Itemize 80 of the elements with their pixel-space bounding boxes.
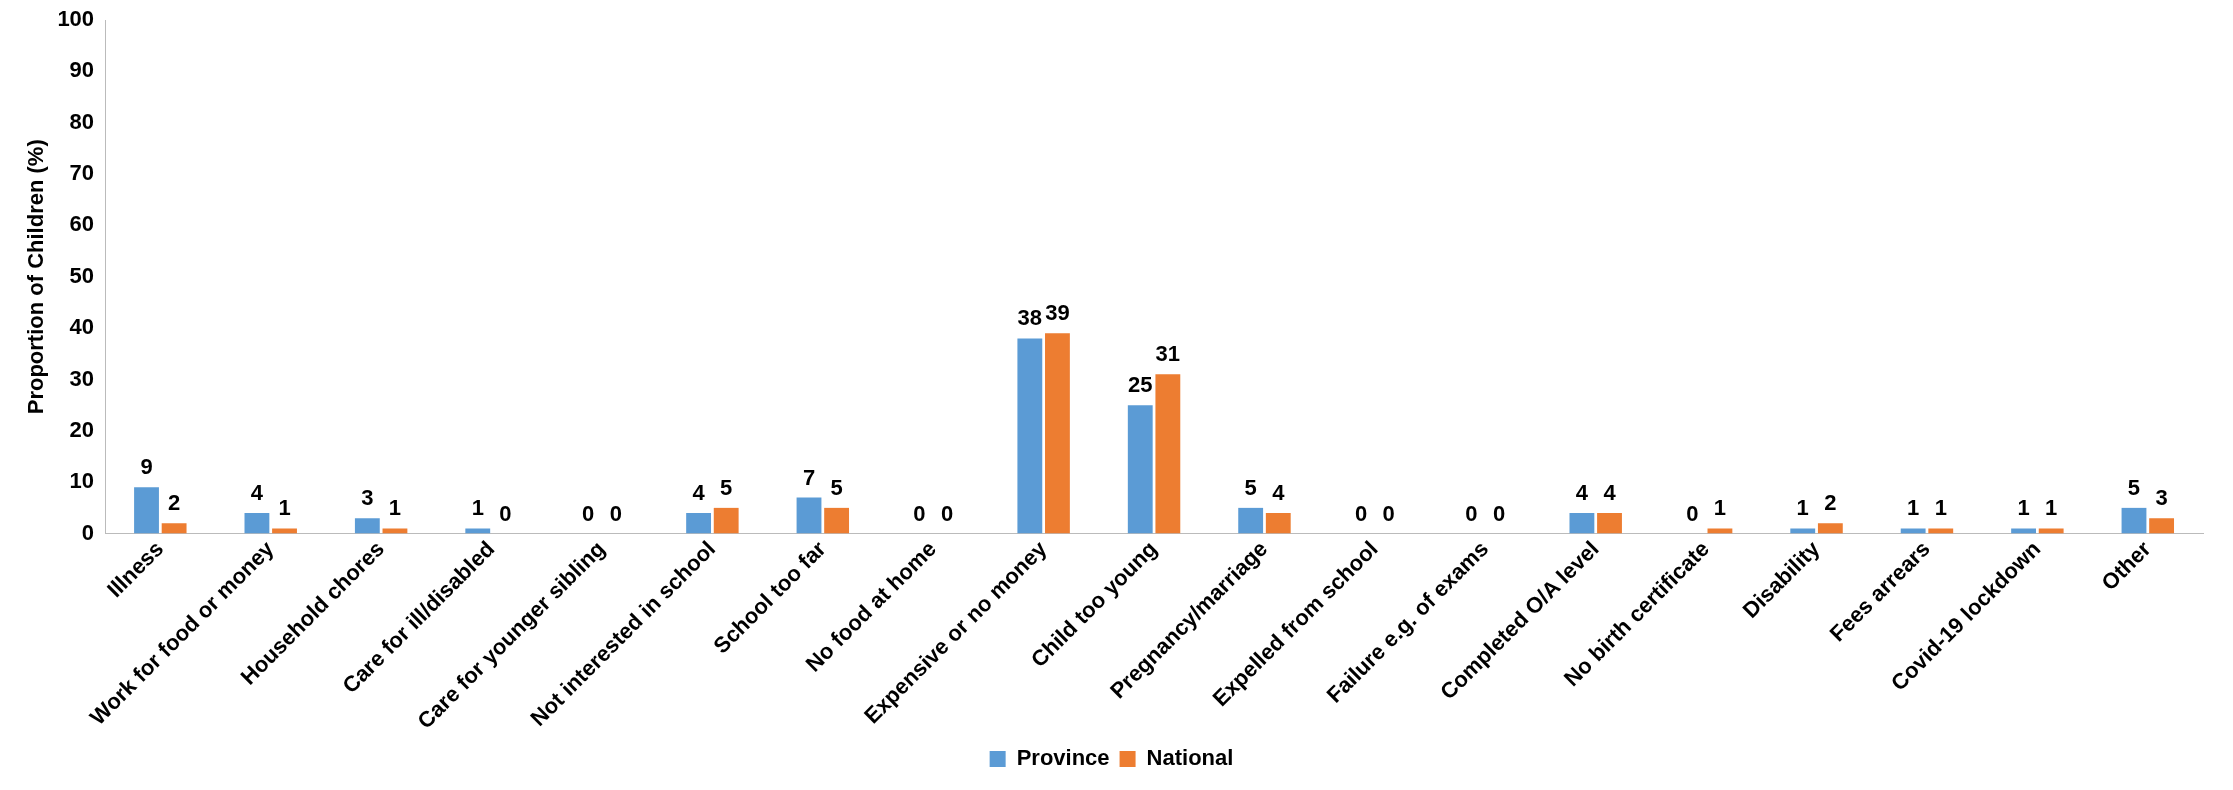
bar xyxy=(161,523,187,534)
bar xyxy=(686,513,712,534)
y-tick-label: 50 xyxy=(69,262,95,288)
data-label: 0 xyxy=(1354,500,1368,526)
y-tick-label: 60 xyxy=(69,211,95,237)
data-label: 1 xyxy=(388,495,402,521)
data-label: 0 xyxy=(940,500,954,526)
bar xyxy=(1597,513,1622,534)
data-label: 0 xyxy=(913,500,926,526)
data-label: 25 xyxy=(1128,372,1153,398)
y-axis-title: Proportion of Children (%) xyxy=(23,139,49,415)
y-tick-label: 30 xyxy=(69,365,95,391)
data-label: 31 xyxy=(1155,341,1181,367)
bar xyxy=(1817,523,1843,534)
bar xyxy=(713,507,739,534)
data-label: 5 xyxy=(830,474,843,500)
data-label: 0 xyxy=(1382,500,1395,526)
y-tick-label: 100 xyxy=(57,6,95,32)
bar xyxy=(1017,338,1043,534)
bar xyxy=(465,528,491,534)
bar xyxy=(382,528,408,534)
data-label: 1 xyxy=(2017,495,2030,521)
data-label: 1 xyxy=(1796,495,1809,521)
data-label: 1 xyxy=(1934,495,1947,521)
bar xyxy=(2121,507,2147,534)
bar xyxy=(1900,528,1926,534)
bar xyxy=(1569,513,1595,534)
data-label: 5 xyxy=(720,474,733,500)
data-label: 5 xyxy=(1244,474,1257,500)
bar xyxy=(2011,528,2036,534)
bar xyxy=(1155,374,1181,534)
bar xyxy=(796,497,822,534)
y-tick-label: 0 xyxy=(81,519,95,545)
data-label: 1 xyxy=(1907,495,1920,521)
bar xyxy=(244,513,270,534)
bar xyxy=(1127,405,1153,534)
data-label: 0 xyxy=(609,500,622,526)
y-tick-label: 90 xyxy=(69,57,95,83)
data-label: 1 xyxy=(1713,495,1727,521)
y-tick-label: 80 xyxy=(69,108,95,134)
bar xyxy=(354,518,380,534)
data-label: 5 xyxy=(2127,474,2141,500)
data-label: 0 xyxy=(499,500,512,526)
bar xyxy=(134,487,159,534)
data-label: 3 xyxy=(2155,485,2168,511)
legend-label: Province xyxy=(1016,745,1110,771)
data-label: 2 xyxy=(1824,490,1837,516)
data-label: 9 xyxy=(140,454,153,480)
y-tick-label: 20 xyxy=(69,416,95,442)
bar xyxy=(1707,528,1733,534)
data-label: 0 xyxy=(1465,500,1478,526)
y-tick-label: 70 xyxy=(69,160,95,186)
data-label: 1 xyxy=(2045,495,2058,521)
data-label: 2 xyxy=(167,490,181,516)
bar xyxy=(1045,333,1070,534)
data-label: 3 xyxy=(361,485,374,511)
data-label: 4 xyxy=(1272,480,1286,506)
bar xyxy=(1928,528,1954,534)
data-label: 0 xyxy=(582,500,595,526)
bar xyxy=(1790,528,1816,534)
bar xyxy=(2149,518,2175,534)
legend-label: National xyxy=(1146,745,1234,771)
y-tick-label: 40 xyxy=(69,314,95,340)
y-tick-label: 10 xyxy=(69,468,95,494)
data-label: 1 xyxy=(278,495,291,521)
bar xyxy=(2038,528,2064,534)
data-label: 4 xyxy=(692,480,706,506)
data-label: 0 xyxy=(1492,500,1506,526)
data-label: 4 xyxy=(1575,480,1589,506)
data-label: 38 xyxy=(1017,305,1043,331)
bar xyxy=(272,528,297,534)
data-label: 1 xyxy=(471,495,484,521)
bar xyxy=(1238,507,1264,534)
data-label: 4 xyxy=(1603,480,1617,506)
bar xyxy=(1265,513,1291,534)
bar xyxy=(824,507,850,534)
data-label: 39 xyxy=(1045,300,1070,326)
data-label: 7 xyxy=(802,464,816,490)
data-label: 4 xyxy=(250,480,264,506)
data-label: 0 xyxy=(1686,500,1699,526)
